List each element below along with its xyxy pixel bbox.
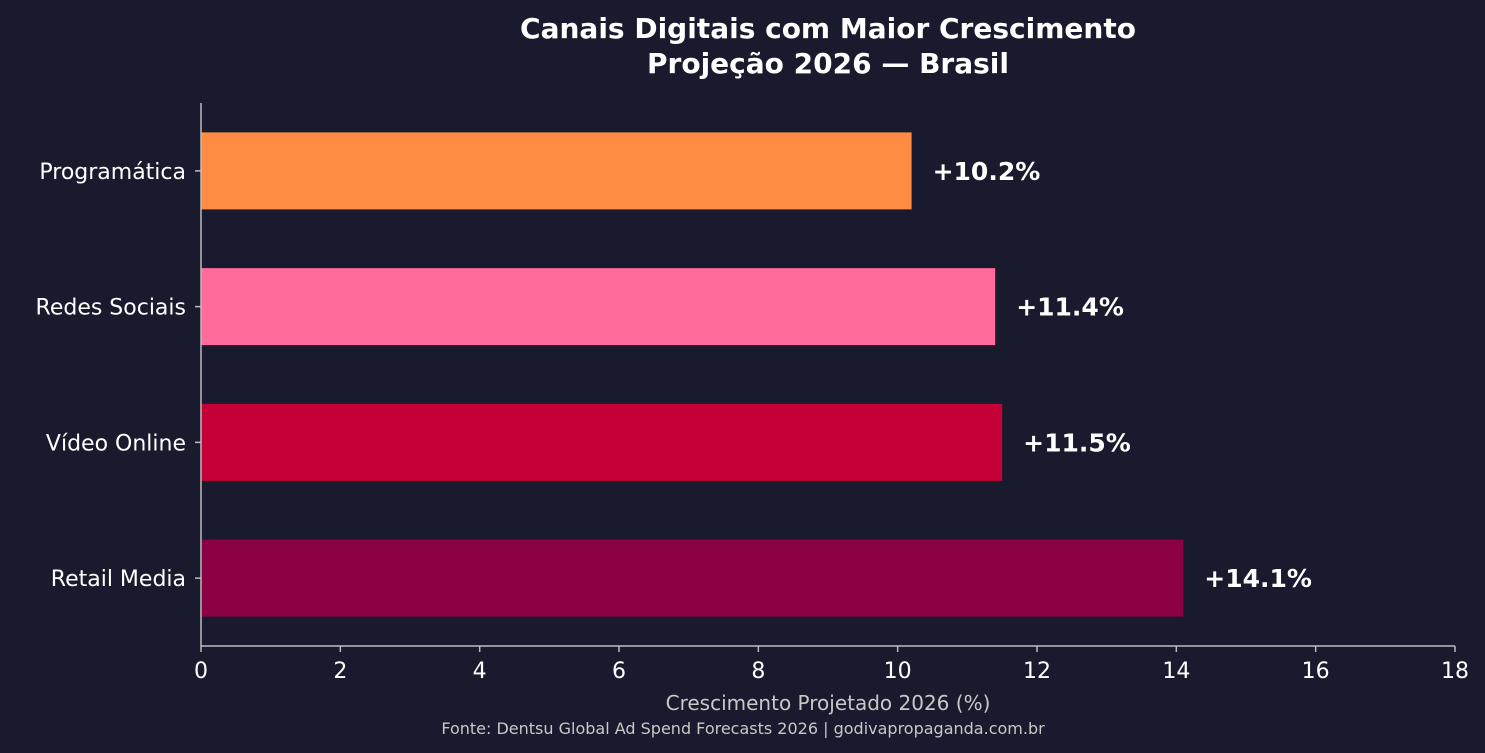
bar-video-online xyxy=(201,403,1003,481)
x-tick-label-12: 12 xyxy=(1023,659,1051,684)
value-label-video-online: +11.5% xyxy=(1023,428,1131,457)
x-tick-label-14: 14 xyxy=(1162,659,1190,684)
x-tick-label-6: 6 xyxy=(612,659,626,684)
x-tick-label-8: 8 xyxy=(751,659,765,684)
x-tick-label-10: 10 xyxy=(884,659,912,684)
bar-programatica xyxy=(201,132,912,210)
y-tick-label-video-online: Vídeo Online xyxy=(46,431,186,456)
x-tick-label-2: 2 xyxy=(333,659,347,684)
x-axis-label: Crescimento Projetado 2026 (%) xyxy=(666,691,991,715)
y-tick-label-retail-media: Retail Media xyxy=(51,567,186,592)
x-tick-label-16: 16 xyxy=(1302,659,1330,684)
x-ticks-group: 0 2 4 6 8 10 12 14 16 18 xyxy=(194,646,1469,684)
y-tick-label-redes-sociais: Redes Sociais xyxy=(36,296,186,321)
value-label-programatica: +10.2% xyxy=(933,157,1041,186)
source-note: Fonte: Dentsu Global Ad Spend Forecasts … xyxy=(441,719,1045,738)
chart-title-line-1: Canais Digitais com Maior Crescimento xyxy=(520,12,1136,45)
bars-group xyxy=(201,132,1184,617)
value-labels-group: +14.1% +11.5% +11.4% +10.2% xyxy=(933,157,1312,593)
x-tick-label-0: 0 xyxy=(194,659,208,684)
value-label-redes-sociais: +11.4% xyxy=(1016,293,1124,322)
value-label-retail-media: +14.1% xyxy=(1204,564,1312,593)
x-tick-label-18: 18 xyxy=(1441,659,1469,684)
y-tick-label-programatica: Programática xyxy=(39,160,186,185)
y-ticks-group: Retail Media Vídeo Online Redes Sociais Pro… xyxy=(36,160,201,592)
chart-title-line-2: Projeção 2026 — Brasil xyxy=(647,47,1009,80)
x-tick-label-4: 4 xyxy=(473,659,487,684)
bar-retail-media xyxy=(201,539,1184,617)
bar-redes-sociais xyxy=(201,268,996,346)
